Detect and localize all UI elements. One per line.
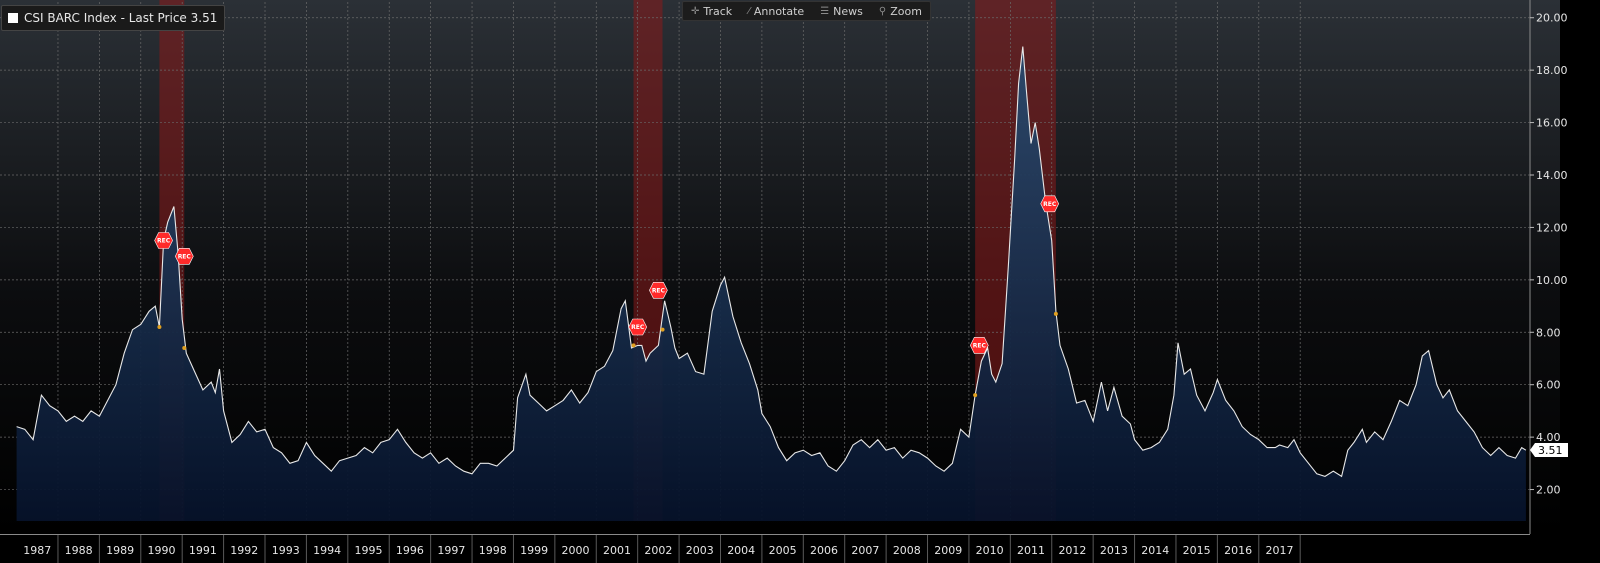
x-tick-label-22: 2009	[934, 544, 962, 557]
magnifier-icon: ⚲	[878, 5, 887, 17]
y-tick-label-2: 6.00	[1536, 379, 1561, 392]
rec-marker-1[interactable]: REC	[174, 248, 194, 265]
news-icon: ☰	[820, 5, 830, 17]
x-tick-label-23: 2010	[976, 544, 1004, 557]
legend-swatch	[8, 13, 18, 23]
last-price-value: 3.51	[1538, 444, 1563, 457]
rec-marker-label: REC	[652, 287, 666, 294]
rec-marker-5[interactable]: REC	[1040, 195, 1060, 213]
x-tick-label-12: 1999	[520, 544, 548, 557]
x-tick-label-27: 2014	[1141, 544, 1169, 557]
series-area	[16, 46, 1527, 521]
x-tick-label-4: 1991	[189, 544, 217, 557]
x-tick-label-15: 2002	[644, 544, 672, 557]
rec-marker-shape	[174, 248, 194, 265]
rec-marker-3[interactable]: REC	[649, 281, 668, 299]
rec-marker-0[interactable]: REC	[154, 232, 173, 249]
recession-start-dot-2	[973, 393, 978, 398]
x-tick-label-10: 1997	[437, 544, 465, 557]
y-tick-label-8: 18.00	[1536, 64, 1568, 77]
x-tick-label-7: 1994	[313, 544, 341, 557]
y-tick-label-7: 16.00	[1536, 117, 1568, 130]
x-tick-label-29: 2016	[1224, 544, 1252, 557]
x-tick-label-13: 2000	[562, 544, 590, 557]
x-tick-label-17: 2004	[727, 544, 755, 557]
rec-marker-label: REC	[157, 238, 171, 245]
x-tick-label-3: 1990	[147, 544, 175, 557]
rec-marker-label: REC	[178, 253, 192, 260]
x-tick-label-5: 1992	[230, 544, 258, 557]
x-tick-label-16: 2003	[686, 544, 714, 557]
annotate-label: Annotate	[753, 4, 805, 18]
y-tick-label-4: 10.00	[1536, 274, 1568, 287]
track-label: Track	[703, 4, 733, 18]
rec-marker-shape	[969, 337, 989, 354]
recession-end-dot-0	[182, 346, 187, 350]
y-tick-label-0: 2.00	[1536, 484, 1561, 497]
recession-start-dot-1	[631, 343, 636, 348]
x-tick-label-11: 1998	[479, 544, 507, 557]
zoom-label: Zoom	[890, 4, 922, 18]
x-tick-label-6: 1993	[272, 544, 300, 557]
x-tick-label-20: 2007	[851, 544, 879, 557]
x-tick-label-0: 1987	[23, 544, 51, 557]
rec-marker-label: REC	[973, 342, 987, 349]
last-price-tag	[1530, 442, 1568, 457]
right-margin	[1561, 0, 1600, 563]
recession-start-dot-0	[157, 325, 162, 330]
x-tick-label-18: 2005	[769, 544, 797, 557]
rec-marker-shape	[649, 281, 668, 299]
last-price-label: 3.51	[1530, 442, 1568, 457]
x-tick-label-26: 2013	[1100, 544, 1128, 557]
rec-marker-label: REC	[631, 324, 645, 331]
legend[interactable]: CSI BARC Index - Last Price 3.51	[1, 5, 226, 31]
recession-end-dot-1	[660, 327, 665, 332]
y-tick-label-6: 14.00	[1536, 169, 1568, 182]
crosshair-icon: ✛	[691, 5, 700, 17]
zoom-button[interactable]: ⚲ Zoom	[871, 2, 930, 20]
rec-marker-shape	[1040, 195, 1060, 213]
series-area-fill	[16, 46, 1526, 521]
y-tick-label-3: 8.00	[1536, 326, 1561, 339]
x-tick-label-14: 2001	[603, 544, 631, 557]
news-button[interactable]: ☰ News	[812, 2, 871, 20]
x-tick-label-1: 1988	[65, 544, 93, 557]
track-button[interactable]: ✛ Track	[683, 2, 740, 20]
rec-marker-4[interactable]: REC	[969, 337, 989, 354]
x-tick-label-28: 2015	[1183, 544, 1211, 557]
rec-marker-label: REC	[1043, 201, 1057, 208]
legend-label: CSI BARC Index - Last Price 3.51	[24, 11, 218, 25]
x-tick-label-24: 2011	[1017, 544, 1045, 557]
rec-markers: REC REC REC REC REC REC	[154, 195, 1060, 398]
x-tick-label-8: 1995	[355, 544, 383, 557]
rec-marker-2[interactable]: REC	[628, 318, 648, 336]
x-tick-label-21: 2008	[893, 544, 921, 557]
pencil-icon: ⁄	[748, 5, 750, 17]
x-tick-label-25: 2012	[1058, 544, 1086, 557]
x-tick-label-19: 2006	[810, 544, 838, 557]
news-label: News	[833, 4, 863, 18]
rec-marker-shape	[154, 232, 173, 249]
x-tick-label-2: 1989	[106, 544, 134, 557]
x-tick-label-30: 2017	[1265, 544, 1293, 557]
y-tick-label-5: 12.00	[1536, 221, 1568, 234]
series-line	[16, 46, 1527, 478]
y-axis: 2.00 4.00 6.00 8.00 10.00 12.00 14.00 16.00 18.0…	[1529, 0, 1568, 534]
rec-marker-shape	[628, 318, 648, 336]
annotate-button[interactable]: ⁄ Annotate	[740, 2, 812, 20]
chart-toolbar: ✛ Track ⁄ Annotate ☰ News ⚲ Zoom	[682, 1, 931, 21]
x-tick-label-9: 1996	[396, 544, 424, 557]
y-tick-label-9: 20.00	[1536, 12, 1568, 25]
recession-end-dot-2	[1053, 311, 1058, 316]
y-tick-label-1: 4.00	[1536, 431, 1561, 444]
